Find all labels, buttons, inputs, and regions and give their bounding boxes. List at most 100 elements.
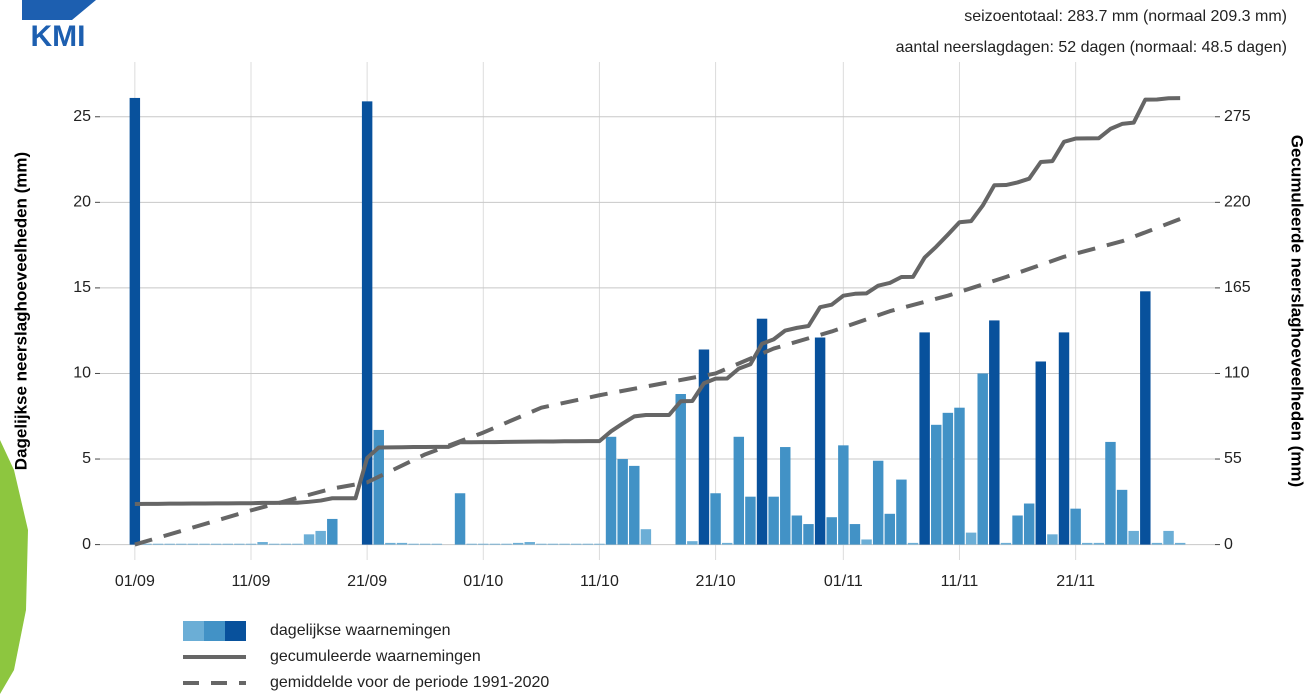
y2-tick-label: 220 (1224, 194, 1251, 211)
bar (605, 436, 617, 545)
bar (861, 539, 872, 545)
bar (872, 460, 884, 545)
bar (838, 445, 849, 545)
bar (385, 542, 396, 545)
bar (1035, 361, 1047, 545)
bar (1151, 542, 1163, 545)
bar (617, 459, 628, 545)
legend-label: gemiddelde voor de periode 1991-2020 (270, 674, 549, 691)
bar (199, 543, 210, 545)
bar (1116, 489, 1128, 545)
x-tick-label: 01/10 (463, 573, 503, 590)
bar (884, 513, 896, 545)
bar (733, 436, 745, 545)
legend-label: dagelijkse waarnemingen (270, 622, 451, 639)
bar (419, 543, 431, 545)
bar (1128, 530, 1139, 545)
y-tick-label: 20 (73, 194, 91, 211)
y-tick-label: 10 (73, 365, 91, 382)
bar (210, 543, 222, 545)
bar (942, 412, 954, 545)
legend-swatch (225, 621, 246, 641)
x-tick-label: 21/10 (696, 573, 736, 590)
bar (1174, 542, 1186, 545)
x-tick-label: 21/11 (1056, 573, 1095, 590)
bar (222, 543, 233, 545)
bar (478, 543, 489, 545)
logo-mark (22, 0, 96, 20)
bar (501, 543, 512, 545)
bar (745, 496, 756, 545)
line (134, 96, 1181, 506)
x-tick-label: 11/11 (941, 573, 979, 590)
bar (803, 524, 814, 545)
bar (454, 493, 466, 545)
logo: KMI (31, 20, 86, 53)
bar (245, 543, 257, 545)
bar (675, 394, 686, 545)
legend-swatch (204, 621, 225, 641)
bar (791, 515, 803, 545)
bar (536, 543, 547, 545)
subtitle: aantal neerslagdagen: 52 dagen (normaal:… (896, 39, 1287, 56)
x-tick-label: 11/09 (232, 573, 271, 590)
bar (780, 447, 791, 545)
bar (640, 529, 652, 545)
bar (965, 532, 977, 545)
bar (1058, 332, 1070, 545)
bar (280, 543, 292, 545)
bar (896, 479, 907, 545)
bar (710, 493, 721, 545)
bar (164, 543, 175, 545)
bar (721, 542, 733, 545)
bar (512, 542, 524, 545)
bar (1000, 542, 1012, 545)
bar (931, 424, 942, 545)
bar (907, 542, 919, 545)
bar (629, 465, 640, 545)
bar (919, 332, 930, 545)
subtitle: seizoentotaal: 283.7 mm (normaal 209.3 m… (964, 8, 1287, 25)
bar (257, 542, 268, 545)
bar (756, 318, 768, 545)
bar (814, 337, 826, 545)
bar (361, 101, 373, 545)
x-tick-label: 21/09 (347, 573, 387, 590)
legend-swatch (183, 621, 204, 641)
bar (1012, 515, 1023, 545)
x-tick-label: 01/09 (115, 573, 155, 590)
x-tick-label: 11/10 (580, 573, 619, 590)
y2-tick-label: 55 (1224, 450, 1242, 467)
y2-tick-label: 165 (1224, 279, 1251, 296)
bar (466, 543, 477, 545)
bar (129, 97, 141, 545)
bar (187, 543, 199, 545)
bar (268, 543, 280, 545)
bar (768, 496, 779, 545)
bar (234, 543, 245, 545)
bar (989, 320, 1000, 545)
bar (1070, 508, 1081, 545)
bar (292, 543, 303, 545)
bar (489, 543, 501, 545)
bar (849, 524, 861, 545)
y2-tick-label: 110 (1224, 365, 1250, 382)
bar (977, 373, 988, 545)
bar (687, 541, 698, 545)
bar (152, 543, 164, 545)
bar (954, 407, 965, 545)
bar (373, 429, 384, 545)
line (134, 217, 1181, 547)
bar (698, 349, 710, 545)
x-tick-label: 01/11 (824, 573, 863, 590)
bar (396, 542, 408, 545)
y-tick-label: 5 (82, 450, 91, 467)
bar (408, 543, 419, 545)
bar (1105, 441, 1116, 545)
bar (176, 543, 187, 545)
bar (1163, 530, 1174, 545)
bar (547, 543, 559, 545)
decoration (0, 440, 28, 694)
bar (1082, 542, 1093, 545)
